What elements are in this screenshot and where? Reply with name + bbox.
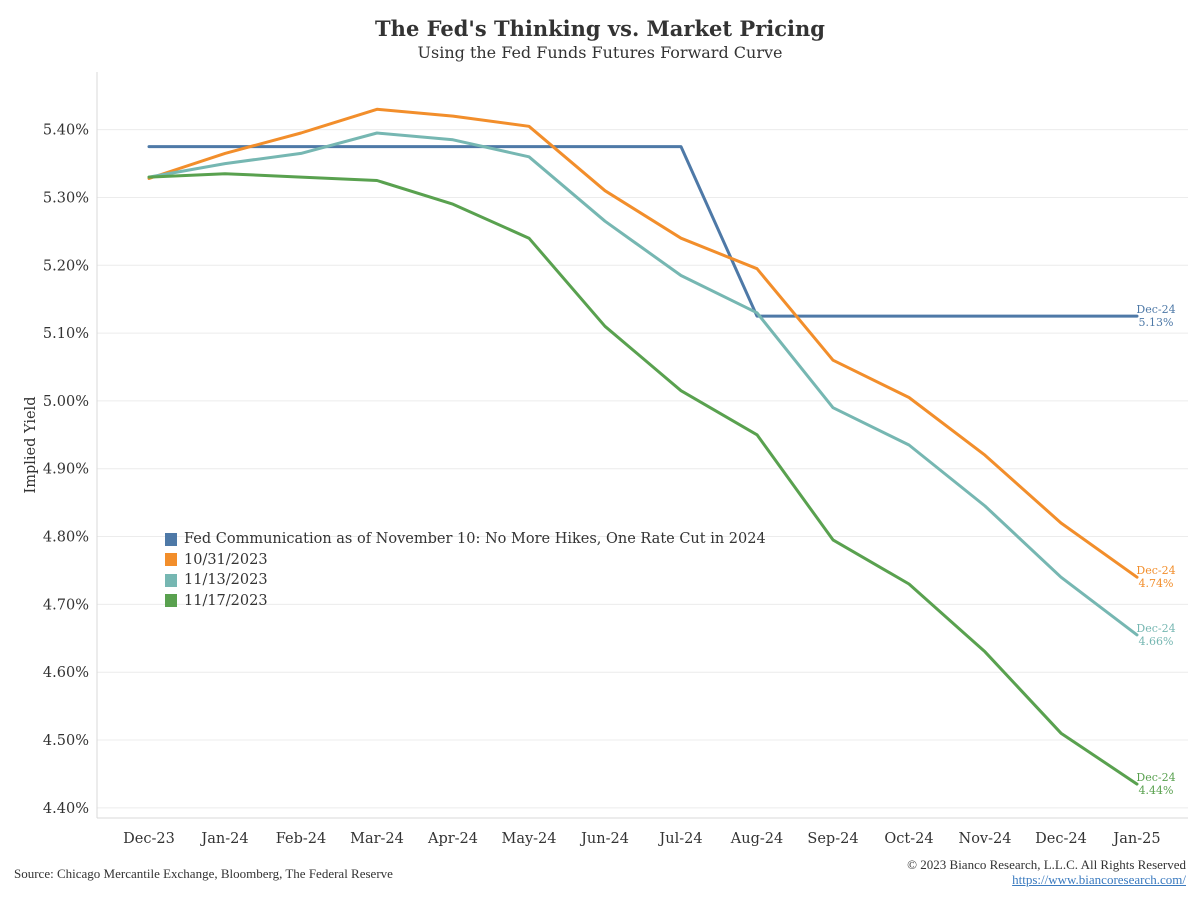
x-tick-label: Jan-24 <box>199 831 248 847</box>
end-label-period: Dec-24 <box>1136 303 1175 316</box>
chart-subtitle: Using the Fed Funds Futures Forward Curv… <box>417 43 783 62</box>
y-axis-title: Implied Yield <box>23 397 39 494</box>
legend-label: 10/31/2023 <box>184 551 268 568</box>
series-line-1 <box>147 145 1139 318</box>
legend-label: 11/17/2023 <box>184 592 268 609</box>
x-tick-label: May-24 <box>501 831 556 847</box>
legend-label: Fed Communication as of November 10: No … <box>184 531 766 548</box>
website-link[interactable]: https://www.biancoresearch.com/ <box>1012 872 1186 887</box>
end-labels: Dec-245.13%Dec-244.74%Dec-244.66%Dec-244… <box>1136 303 1175 797</box>
end-label-period: Dec-24 <box>1136 564 1175 577</box>
x-tick-label: Sep-24 <box>807 831 858 847</box>
end-label-value: 4.74% <box>1139 577 1174 590</box>
x-tick-label: Jun-24 <box>579 831 629 847</box>
chart-title: The Fed's Thinking vs. Market Pricing <box>375 16 825 41</box>
y-tick-label: 4.80% <box>43 530 89 546</box>
x-tick-label: Nov-24 <box>959 831 1012 847</box>
legend-swatch <box>165 532 177 546</box>
x-tick-label: Feb-24 <box>276 831 326 847</box>
y-tick-label: 4.40% <box>43 801 89 817</box>
gridlines <box>97 129 1188 809</box>
end-label-period: Dec-24 <box>1136 771 1175 784</box>
x-tick-label: Jan-25 <box>1111 831 1160 847</box>
end-label-period: Dec-24 <box>1136 622 1175 635</box>
x-tick-label: Aug-24 <box>730 831 783 847</box>
x-tick-label: Jul-24 <box>657 831 702 847</box>
end-label-value: 4.44% <box>1139 784 1174 797</box>
x-tick-label: Oct-24 <box>884 831 933 847</box>
y-tick-label: 4.60% <box>43 665 89 681</box>
y-tick-label: 5.10% <box>43 326 89 342</box>
y-tick-label: 4.70% <box>43 597 89 613</box>
end-label-value: 4.66% <box>1139 635 1174 648</box>
series-line-2 <box>147 107 1139 579</box>
legend-swatch <box>165 553 177 567</box>
y-tick-label: 5.00% <box>43 394 89 410</box>
legend-item: 11/13/2023 <box>165 570 766 591</box>
legend: Fed Communication as of November 10: No … <box>165 529 766 611</box>
legend-label: 11/13/2023 <box>184 572 268 589</box>
y-tick-label: 4.50% <box>43 733 89 749</box>
axes: 4.40% 4.50% 4.60% 4.70% 4.80% 4.90% 5.00% 5.10%… <box>23 72 1188 847</box>
copyright-note: © 2023 Bianco Research, L.L.C. All Right… <box>907 857 1186 872</box>
source-note: Source: Chicago Mercantile Exchange, Blo… <box>14 866 393 881</box>
legend-swatch <box>165 594 177 608</box>
legend-item: Fed Communication as of November 10: No … <box>165 529 766 550</box>
y-tick-label: 5.30% <box>43 190 89 206</box>
end-label-value: 5.13% <box>1139 316 1174 329</box>
x-tick-label: Apr-24 <box>427 831 478 847</box>
legend-item: 11/17/2023 <box>165 591 766 612</box>
series-lines <box>147 107 1139 786</box>
series-line-3 <box>147 131 1139 637</box>
y-tick-label: 5.20% <box>43 258 89 274</box>
series-line-4 <box>147 172 1139 786</box>
x-tick-label: Mar-24 <box>350 831 404 847</box>
y-tick-label: 5.40% <box>43 123 89 139</box>
legend-item: 10/31/2023 <box>165 550 766 571</box>
x-tick-label: Dec-24 <box>1035 831 1087 847</box>
x-tick-label: Dec-23 <box>123 831 175 847</box>
y-tick-label: 4.90% <box>43 462 89 478</box>
legend-swatch <box>165 573 177 587</box>
